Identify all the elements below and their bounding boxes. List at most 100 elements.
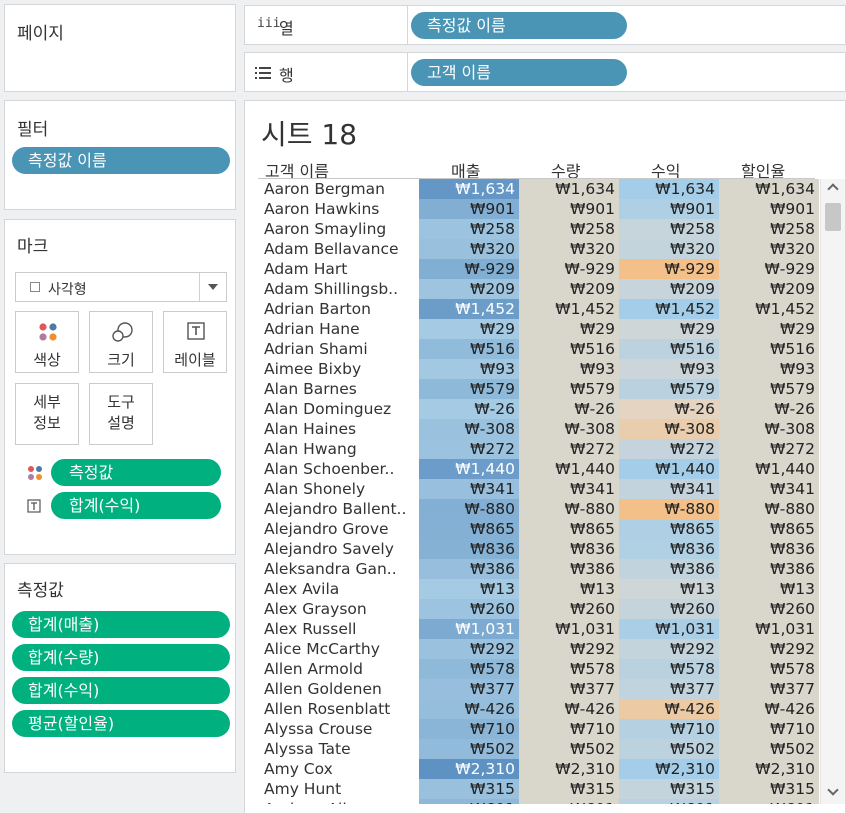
- profit-cell[interactable]: ₩1,440: [619, 459, 719, 479]
- quantity-cell[interactable]: ₩601: [519, 799, 619, 804]
- measure-pill-sum-sales[interactable]: 합계(매출): [12, 611, 230, 638]
- quantity-cell[interactable]: ₩315: [519, 779, 619, 799]
- quantity-cell[interactable]: ₩-880: [519, 499, 619, 519]
- sales-cell[interactable]: ₩865: [419, 519, 519, 539]
- marks-pill-measure-values[interactable]: 측정값: [51, 459, 221, 486]
- profit-cell[interactable]: ₩258: [619, 219, 719, 239]
- discount-cell[interactable]: ₩579: [719, 379, 819, 399]
- quantity-cell[interactable]: ₩-426: [519, 699, 619, 719]
- quantity-cell[interactable]: ₩-929: [519, 259, 619, 279]
- quantity-cell[interactable]: ₩1,452: [519, 299, 619, 319]
- discount-cell[interactable]: ₩13: [719, 579, 819, 599]
- columns-pill-measure-names[interactable]: 측정값 이름: [411, 12, 627, 39]
- sales-cell[interactable]: ₩502: [419, 739, 519, 759]
- table-row[interactable]: Alex Grayson ₩260 ₩260 ₩260 ₩260: [258, 599, 819, 619]
- profit-cell[interactable]: ₩93: [619, 359, 719, 379]
- scroll-down-arrow-icon[interactable]: [827, 784, 839, 796]
- discount-cell[interactable]: ₩601: [719, 799, 819, 804]
- profit-cell[interactable]: ₩29: [619, 319, 719, 339]
- quantity-cell[interactable]: ₩-26: [519, 399, 619, 419]
- discount-cell[interactable]: ₩865: [719, 519, 819, 539]
- table-row[interactable]: Amy Hunt ₩315 ₩315 ₩315 ₩315: [258, 779, 819, 799]
- profit-cell[interactable]: ₩272: [619, 439, 719, 459]
- table-row[interactable]: Allen Goldenen ₩377 ₩377 ₩377 ₩377: [258, 679, 819, 699]
- sales-cell[interactable]: ₩1,031: [419, 619, 519, 639]
- discount-cell[interactable]: ₩578: [719, 659, 819, 679]
- profit-cell[interactable]: ₩377: [619, 679, 719, 699]
- profit-cell[interactable]: ₩901: [619, 199, 719, 219]
- profit-cell[interactable]: ₩-929: [619, 259, 719, 279]
- sales-cell[interactable]: ₩320: [419, 239, 519, 259]
- measure-pill-sum-quantity[interactable]: 합계(수량): [12, 644, 230, 671]
- profit-cell[interactable]: ₩1,452: [619, 299, 719, 319]
- quantity-cell[interactable]: ₩93: [519, 359, 619, 379]
- quantity-cell[interactable]: ₩2,310: [519, 759, 619, 779]
- header-discount[interactable]: 할인율: [741, 162, 786, 181]
- mark-type-dropdown[interactable]: 사각형: [15, 272, 227, 302]
- profit-cell[interactable]: ₩-308: [619, 419, 719, 439]
- sales-cell[interactable]: ₩901: [419, 199, 519, 219]
- quantity-cell[interactable]: ₩292: [519, 639, 619, 659]
- sales-cell[interactable]: ₩377: [419, 679, 519, 699]
- discount-cell[interactable]: ₩386: [719, 559, 819, 579]
- table-row[interactable]: Alan Haines ₩-308 ₩-308 ₩-308 ₩-308: [258, 419, 819, 439]
- table-row[interactable]: Adrian Shami ₩516 ₩516 ₩516 ₩516: [258, 339, 819, 359]
- table-row[interactable]: Alan Shonely ₩341 ₩341 ₩341 ₩341: [258, 479, 819, 499]
- sales-cell[interactable]: ₩29: [419, 319, 519, 339]
- sales-cell[interactable]: ₩260: [419, 599, 519, 619]
- quantity-cell[interactable]: ₩1,031: [519, 619, 619, 639]
- profit-cell[interactable]: ₩1,634: [619, 179, 719, 199]
- sales-cell[interactable]: ₩341: [419, 479, 519, 499]
- profit-cell[interactable]: ₩1,031: [619, 619, 719, 639]
- table-row[interactable]: Alyssa Crouse ₩710 ₩710 ₩710 ₩710: [258, 719, 819, 739]
- quantity-cell[interactable]: ₩836: [519, 539, 619, 559]
- filter-pill-measure-names[interactable]: 측정값 이름: [12, 147, 230, 174]
- profit-cell[interactable]: ₩2,310: [619, 759, 719, 779]
- discount-cell[interactable]: ₩2,310: [719, 759, 819, 779]
- profit-cell[interactable]: ₩292: [619, 639, 719, 659]
- quantity-cell[interactable]: ₩320: [519, 239, 619, 259]
- header-customer-name[interactable]: 고객 이름: [265, 162, 329, 181]
- discount-cell[interactable]: ₩836: [719, 539, 819, 559]
- sales-cell[interactable]: ₩836: [419, 539, 519, 559]
- discount-cell[interactable]: ₩93: [719, 359, 819, 379]
- profit-cell[interactable]: ₩710: [619, 719, 719, 739]
- table-row[interactable]: Alan Dominguez ₩-26 ₩-26 ₩-26 ₩-26: [258, 399, 819, 419]
- color-button[interactable]: 색상: [15, 311, 79, 373]
- discount-cell[interactable]: ₩1,031: [719, 619, 819, 639]
- quantity-cell[interactable]: ₩258: [519, 219, 619, 239]
- sales-cell[interactable]: ₩386: [419, 559, 519, 579]
- profit-cell[interactable]: ₩-26: [619, 399, 719, 419]
- discount-cell[interactable]: ₩209: [719, 279, 819, 299]
- profit-cell[interactable]: ₩601: [619, 799, 719, 804]
- discount-cell[interactable]: ₩901: [719, 199, 819, 219]
- table-row[interactable]: Andrew Allen₩601₩601₩601₩601: [258, 799, 819, 804]
- sales-cell[interactable]: ₩-426: [419, 699, 519, 719]
- sales-cell[interactable]: ₩578: [419, 659, 519, 679]
- sales-cell[interactable]: ₩-26: [419, 399, 519, 419]
- profit-cell[interactable]: ₩209: [619, 279, 719, 299]
- vertical-scrollbar[interactable]: [820, 179, 845, 804]
- sales-cell[interactable]: ₩272: [419, 439, 519, 459]
- quantity-cell[interactable]: ₩272: [519, 439, 619, 459]
- profit-cell[interactable]: ₩315: [619, 779, 719, 799]
- discount-cell[interactable]: ₩272: [719, 439, 819, 459]
- profit-cell[interactable]: ₩260: [619, 599, 719, 619]
- discount-cell[interactable]: ₩377: [719, 679, 819, 699]
- profit-cell[interactable]: ₩579: [619, 379, 719, 399]
- table-row[interactable]: Alejandro Grove ₩865 ₩865 ₩865 ₩865: [258, 519, 819, 539]
- table-row[interactable]: Aaron Smayling ₩258 ₩258 ₩258 ₩258: [258, 219, 819, 239]
- sales-cell[interactable]: ₩1,452: [419, 299, 519, 319]
- table-row[interactable]: Aaron Bergman ₩1,634 ₩1,634 ₩1,634 ₩1,634: [258, 179, 819, 199]
- table-row[interactable]: Allen Rosenblatt ₩-426 ₩-426 ₩-426 ₩-426: [258, 699, 819, 719]
- profit-cell[interactable]: ₩578: [619, 659, 719, 679]
- sales-cell[interactable]: ₩-308: [419, 419, 519, 439]
- detail-button[interactable]: 세부 정보: [15, 383, 79, 445]
- profit-cell[interactable]: ₩341: [619, 479, 719, 499]
- table-row[interactable]: Adam Hart ₩-929 ₩-929 ₩-929 ₩-929: [258, 259, 819, 279]
- discount-cell[interactable]: ₩-308: [719, 419, 819, 439]
- table-row[interactable]: Alejandro Savely ₩836 ₩836 ₩836 ₩836: [258, 539, 819, 559]
- table-row[interactable]: Alan Hwang ₩272 ₩272 ₩272 ₩272: [258, 439, 819, 459]
- table-row[interactable]: Alan Barnes ₩579 ₩579 ₩579 ₩579: [258, 379, 819, 399]
- profit-cell[interactable]: ₩320: [619, 239, 719, 259]
